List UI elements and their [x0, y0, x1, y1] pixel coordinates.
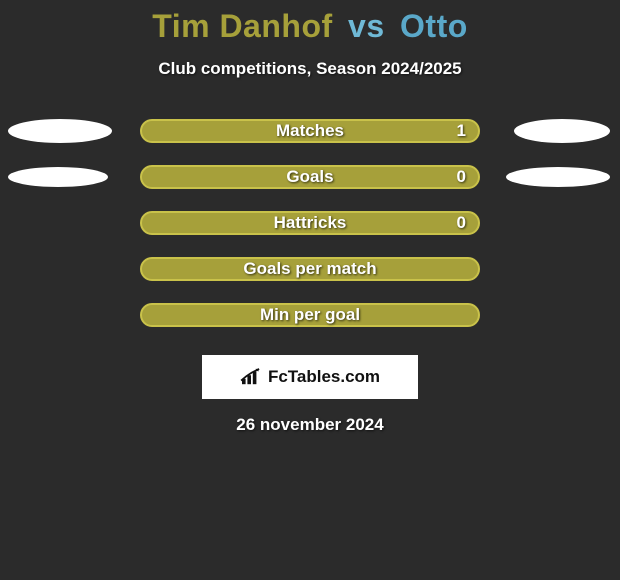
stat-value: 0	[457, 213, 466, 233]
decorative-ellipse	[514, 119, 610, 143]
comparison-card: Tim Danhof vs Otto Club competitions, Se…	[0, 0, 620, 435]
bar-chart-icon	[240, 368, 262, 386]
stat-row: Goals per match	[0, 257, 620, 281]
subtitle: Club competitions, Season 2024/2025	[0, 59, 620, 79]
stat-bar: Min per goal	[140, 303, 480, 327]
vs-text: vs	[348, 8, 385, 44]
stat-row: Matches 1	[0, 119, 620, 143]
stat-label: Matches	[276, 121, 344, 141]
stat-rows: Matches 1 Goals 0 Hattricks 0 Goals per match M…	[0, 119, 620, 327]
stat-row: Goals 0	[0, 165, 620, 189]
stat-row: Hattricks 0	[0, 211, 620, 235]
stat-bar: Goals 0	[140, 165, 480, 189]
stat-bar: Goals per match	[140, 257, 480, 281]
decorative-ellipse	[8, 167, 108, 187]
stat-row: Min per goal	[0, 303, 620, 327]
player1-name: Tim Danhof	[152, 8, 332, 44]
stat-bar: Hattricks 0	[140, 211, 480, 235]
player2-name: Otto	[400, 8, 468, 44]
decorative-ellipse	[506, 167, 610, 187]
stat-value: 1	[457, 121, 466, 141]
date-text: 26 november 2024	[0, 415, 620, 435]
stat-label: Goals	[286, 167, 333, 187]
brand-box: FcTables.com	[202, 355, 418, 399]
stat-value: 0	[457, 167, 466, 187]
decorative-ellipse	[8, 119, 112, 143]
brand-text: FcTables.com	[268, 367, 380, 387]
stat-label: Hattricks	[274, 213, 347, 233]
stat-bar: Matches 1	[140, 119, 480, 143]
stat-label: Goals per match	[243, 259, 376, 279]
stat-label: Min per goal	[260, 305, 360, 325]
card-title: Tim Danhof vs Otto	[0, 8, 620, 45]
